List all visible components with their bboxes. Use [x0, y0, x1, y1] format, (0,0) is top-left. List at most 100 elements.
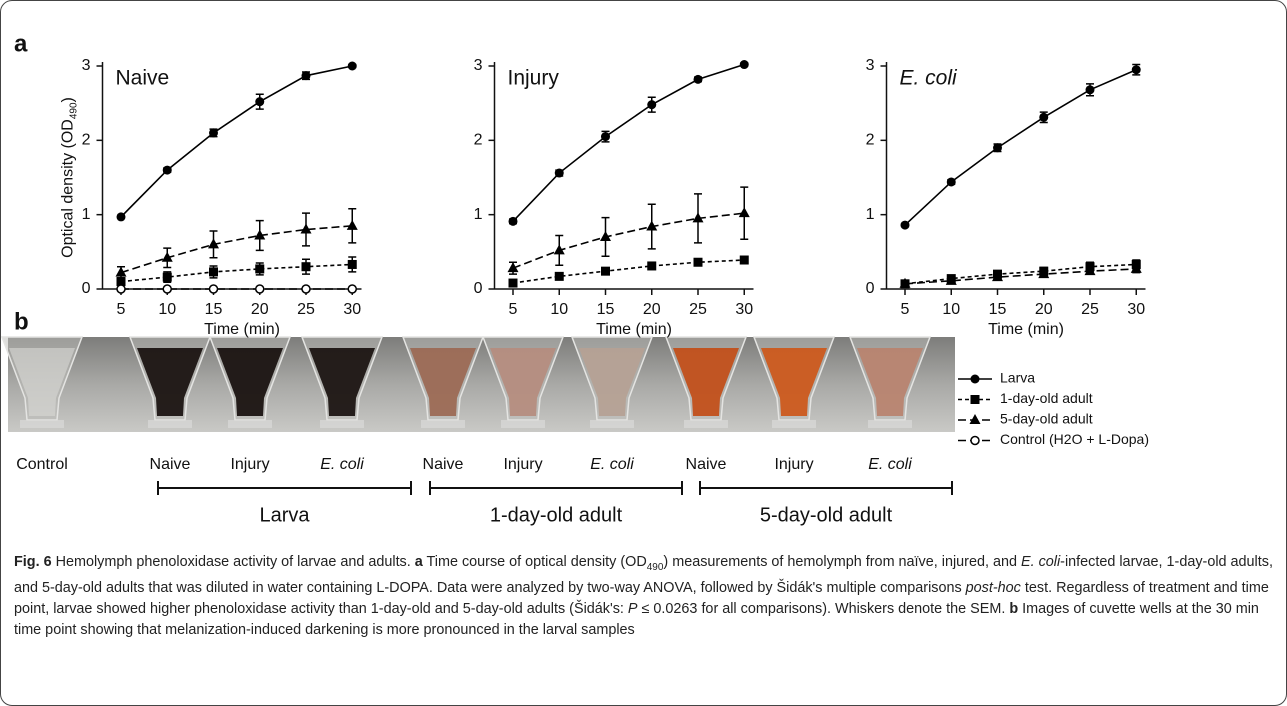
sample-label: E. coli [590, 456, 634, 473]
caption-run: 490 [647, 562, 664, 573]
y-tick-label: 3 [866, 57, 875, 74]
y-tick-label: 3 [474, 57, 483, 74]
x-tick-label: 20 [251, 301, 269, 318]
x-axis-label: Time (min) [204, 321, 280, 338]
marker [117, 285, 125, 293]
sample-label: Naive [423, 456, 464, 473]
legend-label: 1-day-old adult [1000, 390, 1093, 406]
marker [601, 132, 610, 141]
marker [1086, 85, 1095, 94]
sample-label: Naive [686, 456, 727, 473]
sample-label: E. coli [320, 456, 364, 473]
x-tick-label: 15 [597, 301, 615, 318]
marker [694, 258, 703, 267]
series-line [513, 260, 744, 283]
cuvette-base [148, 420, 192, 428]
marker [509, 217, 518, 226]
marker [1132, 65, 1141, 74]
y-axis-label-part: ) [60, 97, 77, 102]
series-line [905, 269, 1136, 284]
legend-marker [971, 437, 979, 445]
marker [740, 60, 749, 69]
caption-run: ≤ 0.0263 for all comparisons). Whiskers … [638, 601, 1010, 617]
caption-run: Hemolymph phenoloxidase activity of larv… [52, 554, 415, 570]
caption-run: Fig. 6 [14, 554, 52, 570]
x-tick-label: 25 [297, 301, 315, 318]
group-label: 5-day-old adult [760, 504, 893, 526]
marker [601, 267, 610, 276]
marker [348, 285, 356, 293]
sample-label: Injury [774, 456, 813, 473]
x-tick-label: 30 [343, 301, 361, 318]
marker [210, 285, 218, 293]
marker [209, 128, 218, 137]
marker [555, 272, 564, 281]
x-axis-label: Time (min) [596, 321, 672, 338]
x-tick-label: 20 [643, 301, 661, 318]
marker [163, 285, 171, 293]
y-tick-label: 0 [474, 280, 483, 297]
y-tick-label: 0 [82, 280, 91, 297]
series-line [905, 70, 1136, 225]
x-tick-label: 30 [1127, 301, 1145, 318]
x-tick-label: 15 [989, 301, 1007, 318]
marker [302, 71, 311, 80]
cuvette-base [868, 420, 912, 428]
marker [348, 260, 357, 269]
marker [555, 169, 564, 178]
marker [256, 285, 264, 293]
x-tick-label: 20 [1035, 301, 1053, 318]
marker [901, 221, 910, 230]
legend-label: Control (H2O + L-Dopa) [1000, 431, 1149, 447]
x-tick-label: 10 [158, 301, 176, 318]
panel-label: b [14, 308, 29, 335]
y-tick-label: 3 [82, 57, 91, 74]
caption-run: a [415, 554, 423, 570]
marker [302, 262, 311, 271]
x-tick-label: 10 [942, 301, 960, 318]
y-tick-label: 1 [474, 206, 483, 223]
group-label: 1-day-old adult [490, 504, 623, 526]
y-tick-label: 2 [82, 132, 91, 149]
x-tick-label: 10 [550, 301, 568, 318]
y-tick-label: 2 [474, 132, 483, 149]
marker [647, 100, 656, 109]
sample-label: Naive [150, 456, 191, 473]
cuvette-base [501, 420, 545, 428]
marker [1039, 113, 1048, 122]
group-label: Larva [259, 504, 310, 526]
cuvette-base [320, 420, 364, 428]
y-axis-label-part: 490 [69, 102, 80, 119]
sample-label: Injury [503, 456, 542, 473]
caption: Fig. 6 Hemolymph phenoloxidase activity … [14, 552, 1276, 640]
marker [694, 75, 703, 84]
marker [163, 273, 172, 282]
x-tick-label: 15 [205, 301, 223, 318]
series-line [905, 264, 1136, 283]
group-bracket [158, 481, 411, 495]
legend-label: Larva [1000, 370, 1035, 386]
y-tick-label: 1 [866, 206, 875, 223]
caption-run: P [628, 601, 638, 617]
cuvette-base [590, 420, 634, 428]
cuvette-base [421, 420, 465, 428]
sample-label: Control [16, 456, 68, 473]
x-tick-label: 5 [509, 301, 518, 318]
panel-label: a [14, 30, 28, 57]
marker [647, 261, 656, 270]
cuvette-base [20, 420, 64, 428]
x-tick-label: 5 [117, 301, 126, 318]
marker [509, 279, 518, 288]
y-axis-label-part: Optical density (OD [60, 119, 77, 258]
chart-title: Injury [508, 67, 560, 90]
figure: a b Control Naive Injury E. coli Naive Injury… [0, 0, 1287, 545]
marker [993, 143, 1002, 152]
caption-run: ) measurements of hemolymph from naïve, … [663, 554, 1021, 570]
caption-run: post-hoc [966, 580, 1021, 596]
y-tick-label: 1 [82, 206, 91, 223]
series-line [513, 213, 744, 268]
marker [117, 212, 126, 221]
sample-label: Injury [230, 456, 269, 473]
marker [255, 97, 264, 106]
chart-title: Naive [116, 67, 170, 90]
